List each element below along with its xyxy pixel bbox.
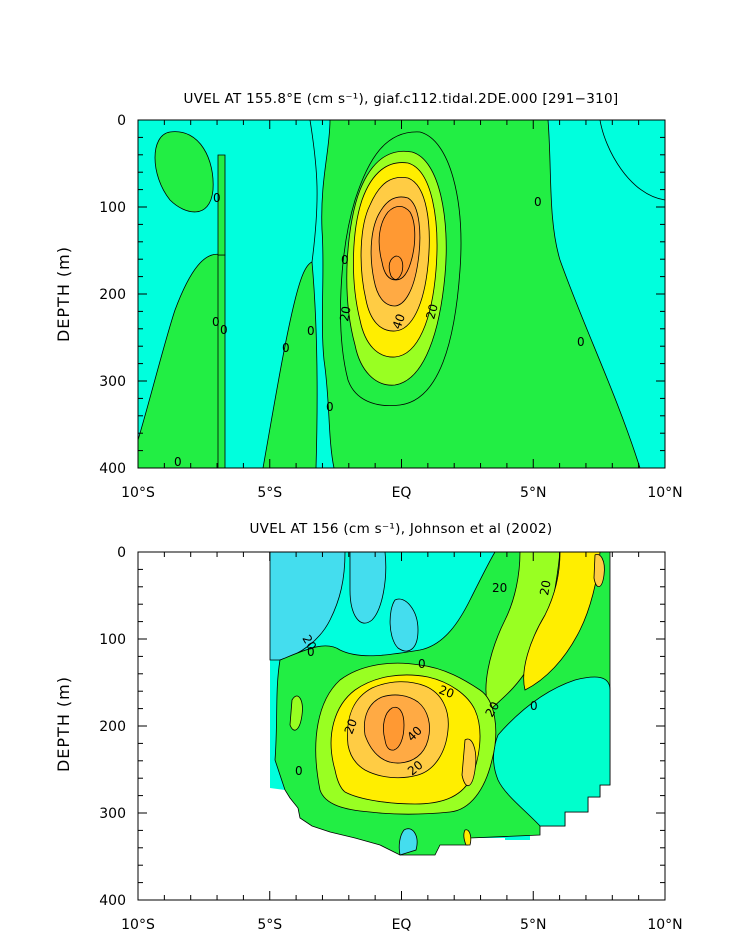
bottom-x-tick-labels: 10°S 5°S EQ 5°N 10°N <box>121 917 683 933</box>
top-x-tick-label: 5°S <box>257 485 282 501</box>
top-clabel-0: 0 <box>534 195 542 209</box>
top-clabel-0: 0 <box>307 324 315 338</box>
top-clabel-20: 20 <box>423 302 440 320</box>
top-clabel-0: 0 <box>282 341 290 355</box>
top-clabel-0: 0 <box>213 191 221 205</box>
bottom-y-tick-label: 100 <box>99 632 126 648</box>
bottom-clabel-0: 0 <box>307 645 315 659</box>
top-y-tick-label: 400 <box>99 461 126 477</box>
bottom-x-tick-label: 10°S <box>121 917 155 933</box>
bottom-clabel-20: 20 <box>537 579 553 596</box>
top-clabel-40: 40 <box>390 312 408 331</box>
bottom-panel: 20 20 20 0 0 20 20 40 20 20 0 0 UVEL AT … <box>54 521 683 933</box>
top-x-tick-label: 10°S <box>121 485 155 501</box>
top-clabel-0: 0 <box>174 455 182 469</box>
top-x-tick-label: 10°N <box>647 485 682 501</box>
top-x-tick-label: EQ <box>392 485 412 501</box>
top-y-tick-label: 0 <box>117 113 126 129</box>
top-clabel-0: 0 <box>577 335 585 349</box>
top-contour-fill <box>138 120 665 468</box>
bottom-title: UVEL AT 156 (cm s⁻¹), Johnson et al (200… <box>250 521 553 537</box>
top-axis-ticks <box>137 119 666 469</box>
top-y-tick-label: 200 <box>99 287 126 303</box>
top-panel: 0 0 0 0 0 0 0 0 0 0 20 40 20 UVEL AT 155… <box>54 91 683 501</box>
bottom-clabel-0: 0 <box>530 699 538 713</box>
bottom-x-tick-label: 5°S <box>257 917 282 933</box>
bottom-y-tick-labels: 0 100 200 300 400 <box>99 545 126 909</box>
top-fill-60 <box>378 205 416 281</box>
bottom-x-tick-label: 5°N <box>520 917 546 933</box>
top-clabel-0: 0 <box>212 315 220 329</box>
top-title: UVEL AT 155.8°E (cm s⁻¹), giaf.c112.tida… <box>184 91 619 107</box>
top-clabel-0: 0 <box>220 323 228 337</box>
bottom-y-tick-label: 300 <box>99 806 126 822</box>
top-y-tick-label: 300 <box>99 374 126 390</box>
top-ylabel: DEPTH (m) <box>54 246 73 342</box>
bottom-x-tick-label: EQ <box>392 917 412 933</box>
bottom-clabel-20: 20 <box>299 633 319 653</box>
bottom-clabel-20: 20 <box>482 699 502 719</box>
bottom-clabel-0: 0 <box>418 657 426 671</box>
top-clabel-20: 20 <box>337 305 353 322</box>
bottom-clabel-20: 20 <box>342 717 360 736</box>
top-clabel-0: 0 <box>326 400 334 414</box>
top-x-tick-labels: 10°S 5°S EQ 5°N 10°N <box>121 485 683 501</box>
top-y-tick-labels: 0 100 200 300 400 <box>99 113 126 477</box>
top-fill-positive-left-blob <box>154 131 214 213</box>
top-clabel-0: 0 <box>341 253 349 267</box>
bottom-clabel-0: 0 <box>295 764 303 778</box>
top-x-tick-label: 5°N <box>520 485 546 501</box>
bottom-x-tick-label: 10°N <box>647 917 682 933</box>
bottom-clabel-20: 20 <box>492 581 507 595</box>
bottom-axis-ticks <box>137 551 666 901</box>
bottom-contour-labels: 20 20 20 0 0 20 20 40 20 20 0 0 <box>295 579 554 778</box>
bottom-contour-fill <box>269 552 611 856</box>
bottom-y-tick-label: 400 <box>99 893 126 909</box>
bottom-ylabel: DEPTH (m) <box>54 676 73 772</box>
bottom-fill-60 <box>383 706 405 751</box>
bottom-y-tick-label: 200 <box>99 719 126 735</box>
top-y-tick-label: 100 <box>99 200 126 216</box>
bottom-y-tick-label: 0 <box>117 545 126 561</box>
top-contour-labels: 0 0 0 0 0 0 0 0 0 0 20 40 20 <box>174 191 585 469</box>
bottom-clabel-20: 20 <box>437 683 456 701</box>
